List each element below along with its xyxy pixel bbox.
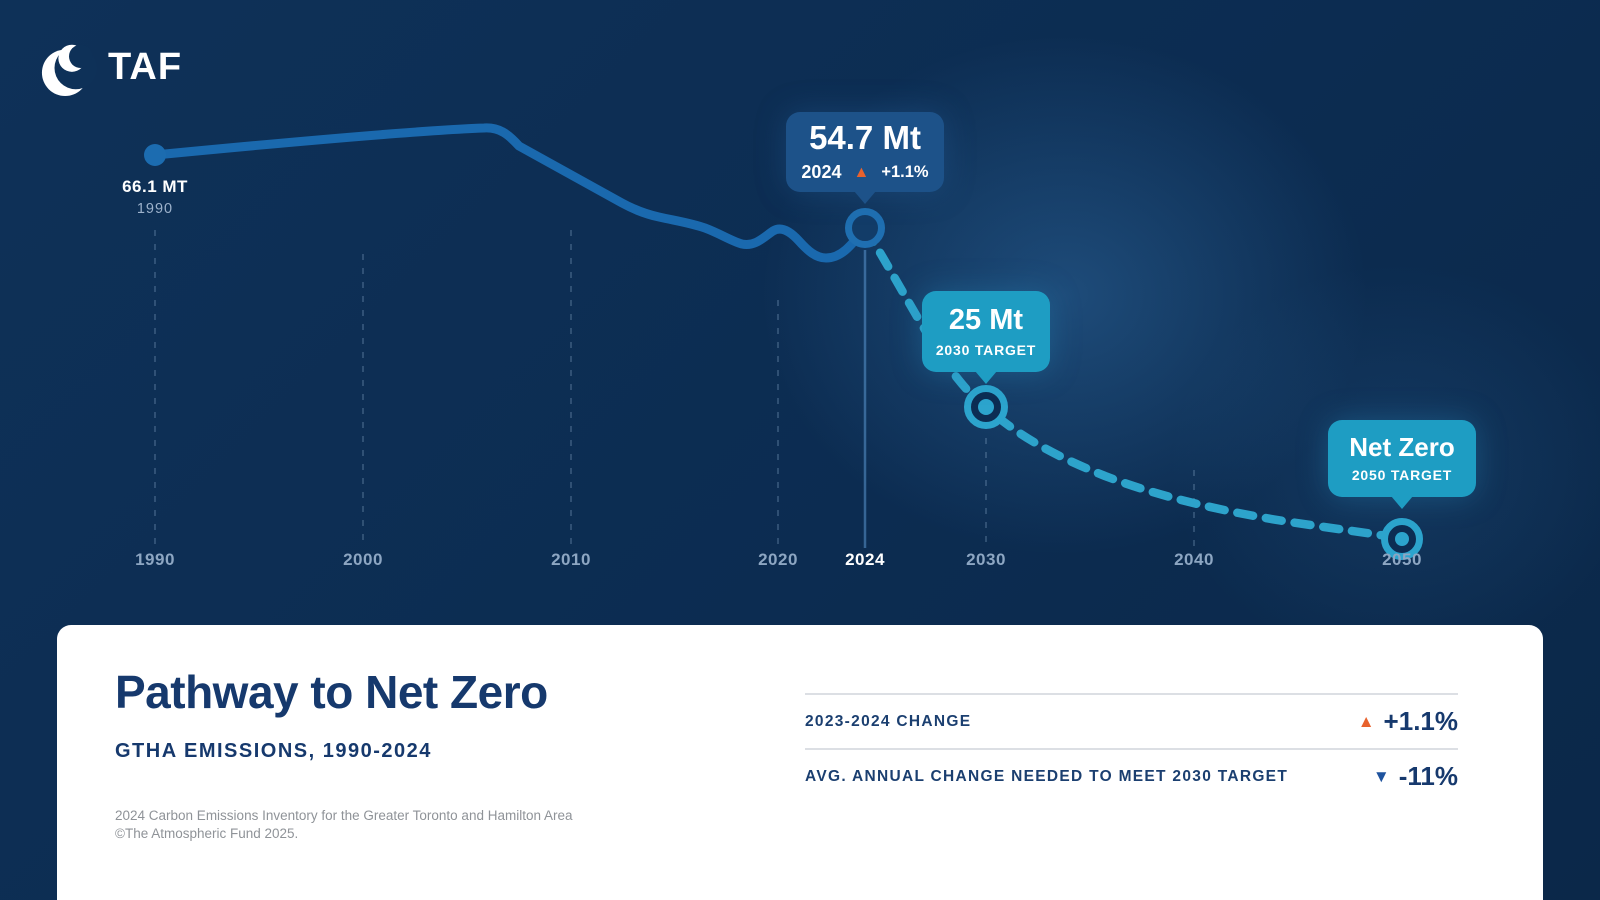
callout-2024-year: 2024 <box>801 162 842 182</box>
callout-2024-value: 54.7 Mt <box>809 119 921 156</box>
page-title: Pathway to Net Zero <box>115 666 548 718</box>
start-year: 1990 <box>136 201 174 217</box>
axis-tick-1990: 1990 <box>135 550 175 569</box>
stat-label: 2023-2024 CHANGE <box>805 712 972 730</box>
callout-2050-value: Net Zero <box>1349 432 1455 462</box>
source-line-1: 2024 Carbon Emissions Inventory for the … <box>115 808 573 823</box>
stat-number: -11% <box>1398 761 1458 791</box>
down-triangle-icon: ▼ <box>1372 766 1390 786</box>
stat-number: +1.1% <box>1383 706 1458 736</box>
stat-row-needed: AVG. ANNUAL CHANGE NEEDED TO MEET 2030 T… <box>805 748 1458 803</box>
stats-list: 2023-2024 CHANGE ▲ +1.1% AVG. ANNUAL CHA… <box>805 693 1458 803</box>
axis-tick-2010: 2010 <box>551 550 591 569</box>
callout-2024-change: +1.1% <box>881 163 929 181</box>
stat-row-change: 2023-2024 CHANGE ▲ +1.1% <box>805 693 1458 748</box>
page-subtitle: GTHA EMISSIONS, 1990-2024 <box>115 740 432 762</box>
summary-card: Pathway to Net Zero GTHA EMISSIONS, 1990… <box>57 625 1543 900</box>
callout-2050-label: 2050 TARGET <box>1351 467 1453 483</box>
start-value: 66.1 MT <box>122 177 188 196</box>
stat-label: AVG. ANNUAL CHANGE NEEDED TO MEET 2030 T… <box>805 767 1289 785</box>
data-point-1990 <box>144 144 166 166</box>
axis-tick-2000: 2000 <box>343 550 383 569</box>
target-pathway-line <box>860 223 1405 543</box>
source-line-2: ©The Atmospheric Fund 2025. <box>115 826 299 842</box>
stat-value: ▲ +1.1% <box>1358 706 1458 737</box>
data-point-2050-target <box>1381 518 1423 560</box>
callout-2050-target: Net Zero 2050 TARGET <box>1328 420 1476 497</box>
data-point-2030-target <box>964 385 1008 429</box>
up-triangle-icon: ▲ <box>853 163 870 181</box>
source-note: 2024 Carbon Emissions Inventory for the … <box>115 807 573 843</box>
axis-tick-2050: 2050 <box>1382 550 1422 569</box>
brand-text: TAF <box>108 45 183 88</box>
axis-tick-2024: 2024 <box>845 550 885 569</box>
historical-line <box>150 123 870 263</box>
axis-tick-2020: 2020 <box>758 550 798 569</box>
stat-value: ▼ -11% <box>1373 761 1458 792</box>
callout-2030-label: 2030 TARGET <box>935 341 1037 358</box>
data-point-2024 <box>845 208 885 248</box>
axis-tick-2030: 2030 <box>966 550 1006 569</box>
callout-2024: 54.7 Mt 2024 ▲ +1.1% <box>786 112 944 192</box>
taf-logo: TAF <box>40 38 182 96</box>
callout-2030-value: 25 Mt <box>948 303 1024 336</box>
axis-tick-2040: 2040 <box>1174 550 1214 569</box>
taf-swoosh-icon <box>41 44 98 96</box>
start-point-label: 66.1 MT 1990 <box>90 177 220 217</box>
chart-canvas <box>150 123 1405 548</box>
up-triangle-icon: ▲ <box>1357 711 1375 731</box>
callout-2030-target: 25 Mt 2030 TARGET <box>922 291 1050 372</box>
